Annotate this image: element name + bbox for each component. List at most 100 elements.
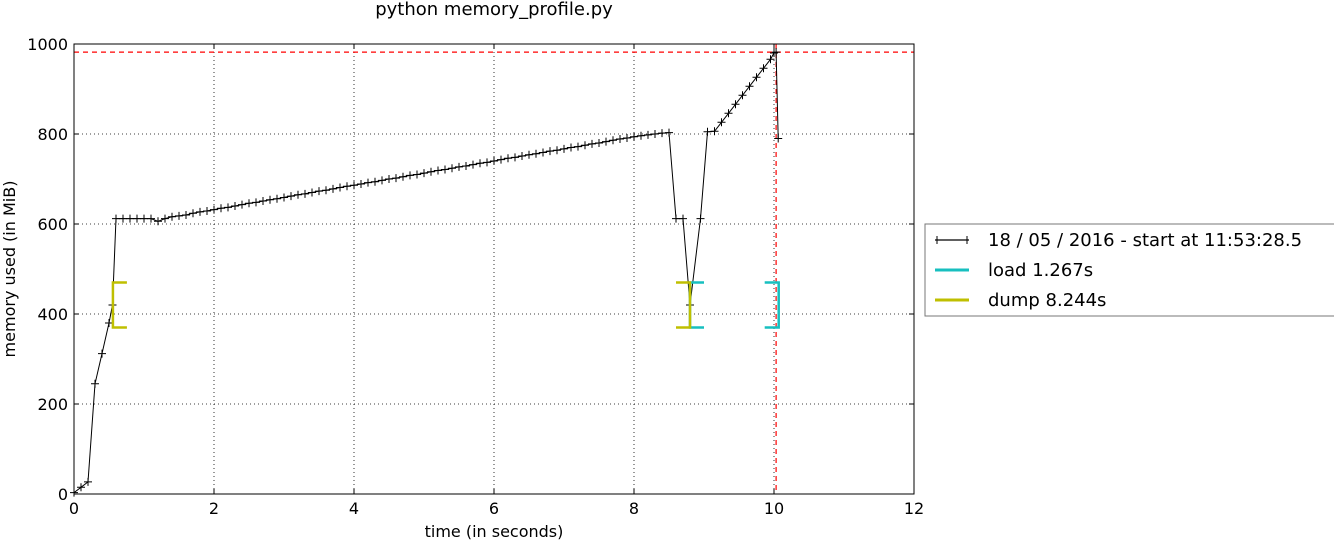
data-point (343, 182, 351, 191)
data-point (717, 118, 726, 127)
data-point (280, 193, 288, 202)
data-point (441, 165, 449, 174)
data-point (434, 166, 442, 175)
data-point (140, 214, 148, 223)
legend-label: load 1.267s (988, 260, 1093, 281)
data-point (231, 202, 239, 210)
data-point (175, 211, 183, 220)
data-point (455, 162, 463, 171)
x-tick-label: 2 (209, 499, 219, 518)
data-point (724, 109, 733, 118)
legend: 18 / 05 / 2016 - start at 11:53:28.5 load… (924, 223, 1334, 317)
data-point (308, 188, 316, 197)
data-point (126, 214, 134, 223)
data-point (105, 319, 113, 327)
data-point (637, 131, 645, 140)
data-point (658, 129, 666, 138)
data-point (532, 149, 540, 158)
data-point (266, 195, 274, 204)
y-tick-label: 1000 (27, 35, 68, 54)
y-tick-label: 0 (58, 485, 68, 504)
y-tick-label: 600 (37, 215, 68, 234)
data-point (399, 172, 407, 181)
legend-label: dump 8.244s (988, 290, 1106, 311)
x-tick-label: 10 (764, 499, 784, 518)
bracket-close (764, 281, 780, 329)
data-point (322, 186, 330, 195)
data-point (679, 214, 687, 223)
grid-lines (74, 44, 914, 494)
data-point (651, 130, 659, 138)
data-point (462, 161, 470, 170)
data-point (588, 139, 596, 148)
data-point (315, 187, 323, 196)
data-point (574, 142, 582, 151)
data-point (525, 150, 533, 159)
data-point (350, 181, 358, 190)
data-point (427, 167, 435, 176)
y-tick-label: 400 (37, 305, 68, 324)
data-point (161, 214, 169, 223)
legend-box (924, 223, 1334, 317)
data-point (770, 49, 778, 57)
data-point (357, 179, 365, 188)
data-point (294, 190, 302, 199)
memory-series-line (70, 48, 783, 497)
bracket-open (111, 281, 127, 329)
data-point (710, 127, 719, 136)
data-point (420, 169, 428, 178)
data-point (665, 128, 673, 137)
data-point (189, 209, 197, 218)
data-point (759, 64, 768, 73)
data-point (774, 134, 783, 143)
data-point (497, 155, 505, 164)
x-tick-label: 6 (489, 499, 499, 518)
y-axis-label: memory used (in MiB) (0, 181, 19, 358)
data-point (217, 204, 225, 213)
axis-ticks: 0 2 4 6 8 10 12 0 200 400 600 800 1000 (27, 35, 924, 518)
data-point (595, 139, 603, 147)
data-point (385, 175, 393, 183)
data-point (539, 148, 547, 157)
data-point (91, 379, 99, 388)
legend-marker (936, 236, 968, 244)
data-point (329, 184, 337, 193)
data-point (616, 134, 624, 143)
data-point (238, 200, 246, 209)
data-point (448, 164, 456, 173)
data-point (392, 174, 400, 183)
data-point (252, 198, 260, 207)
data-point (119, 214, 127, 223)
x-tick-label: 8 (629, 499, 639, 518)
x-tick-label: 4 (349, 499, 359, 518)
data-point (273, 194, 281, 203)
legend-label: 18 / 05 / 2016 - start at 11:53:28.5 (988, 230, 1302, 251)
data-point (469, 160, 477, 169)
peak-reference-lines (74, 44, 914, 494)
data-point (483, 158, 491, 167)
data-point (301, 189, 309, 198)
data-point (84, 477, 92, 486)
data-point (560, 144, 568, 153)
data-point (609, 136, 617, 145)
y-tick-label: 800 (37, 125, 68, 144)
data-point (168, 212, 176, 221)
data-point (98, 349, 106, 358)
data-point (490, 157, 498, 165)
data-point (196, 207, 204, 216)
data-point (602, 137, 610, 146)
data-point (371, 177, 379, 186)
data-point (546, 147, 554, 156)
data-point (731, 100, 740, 109)
data-point (772, 48, 781, 57)
data-point (112, 214, 120, 223)
data-point (406, 171, 414, 180)
data-point (752, 73, 761, 82)
data-point (518, 152, 526, 161)
data-point (567, 143, 575, 152)
data-point (378, 176, 386, 185)
memory-usage-line (73, 51, 779, 493)
data-point (154, 217, 162, 226)
data-point (203, 206, 211, 215)
function-brackets (111, 281, 780, 329)
